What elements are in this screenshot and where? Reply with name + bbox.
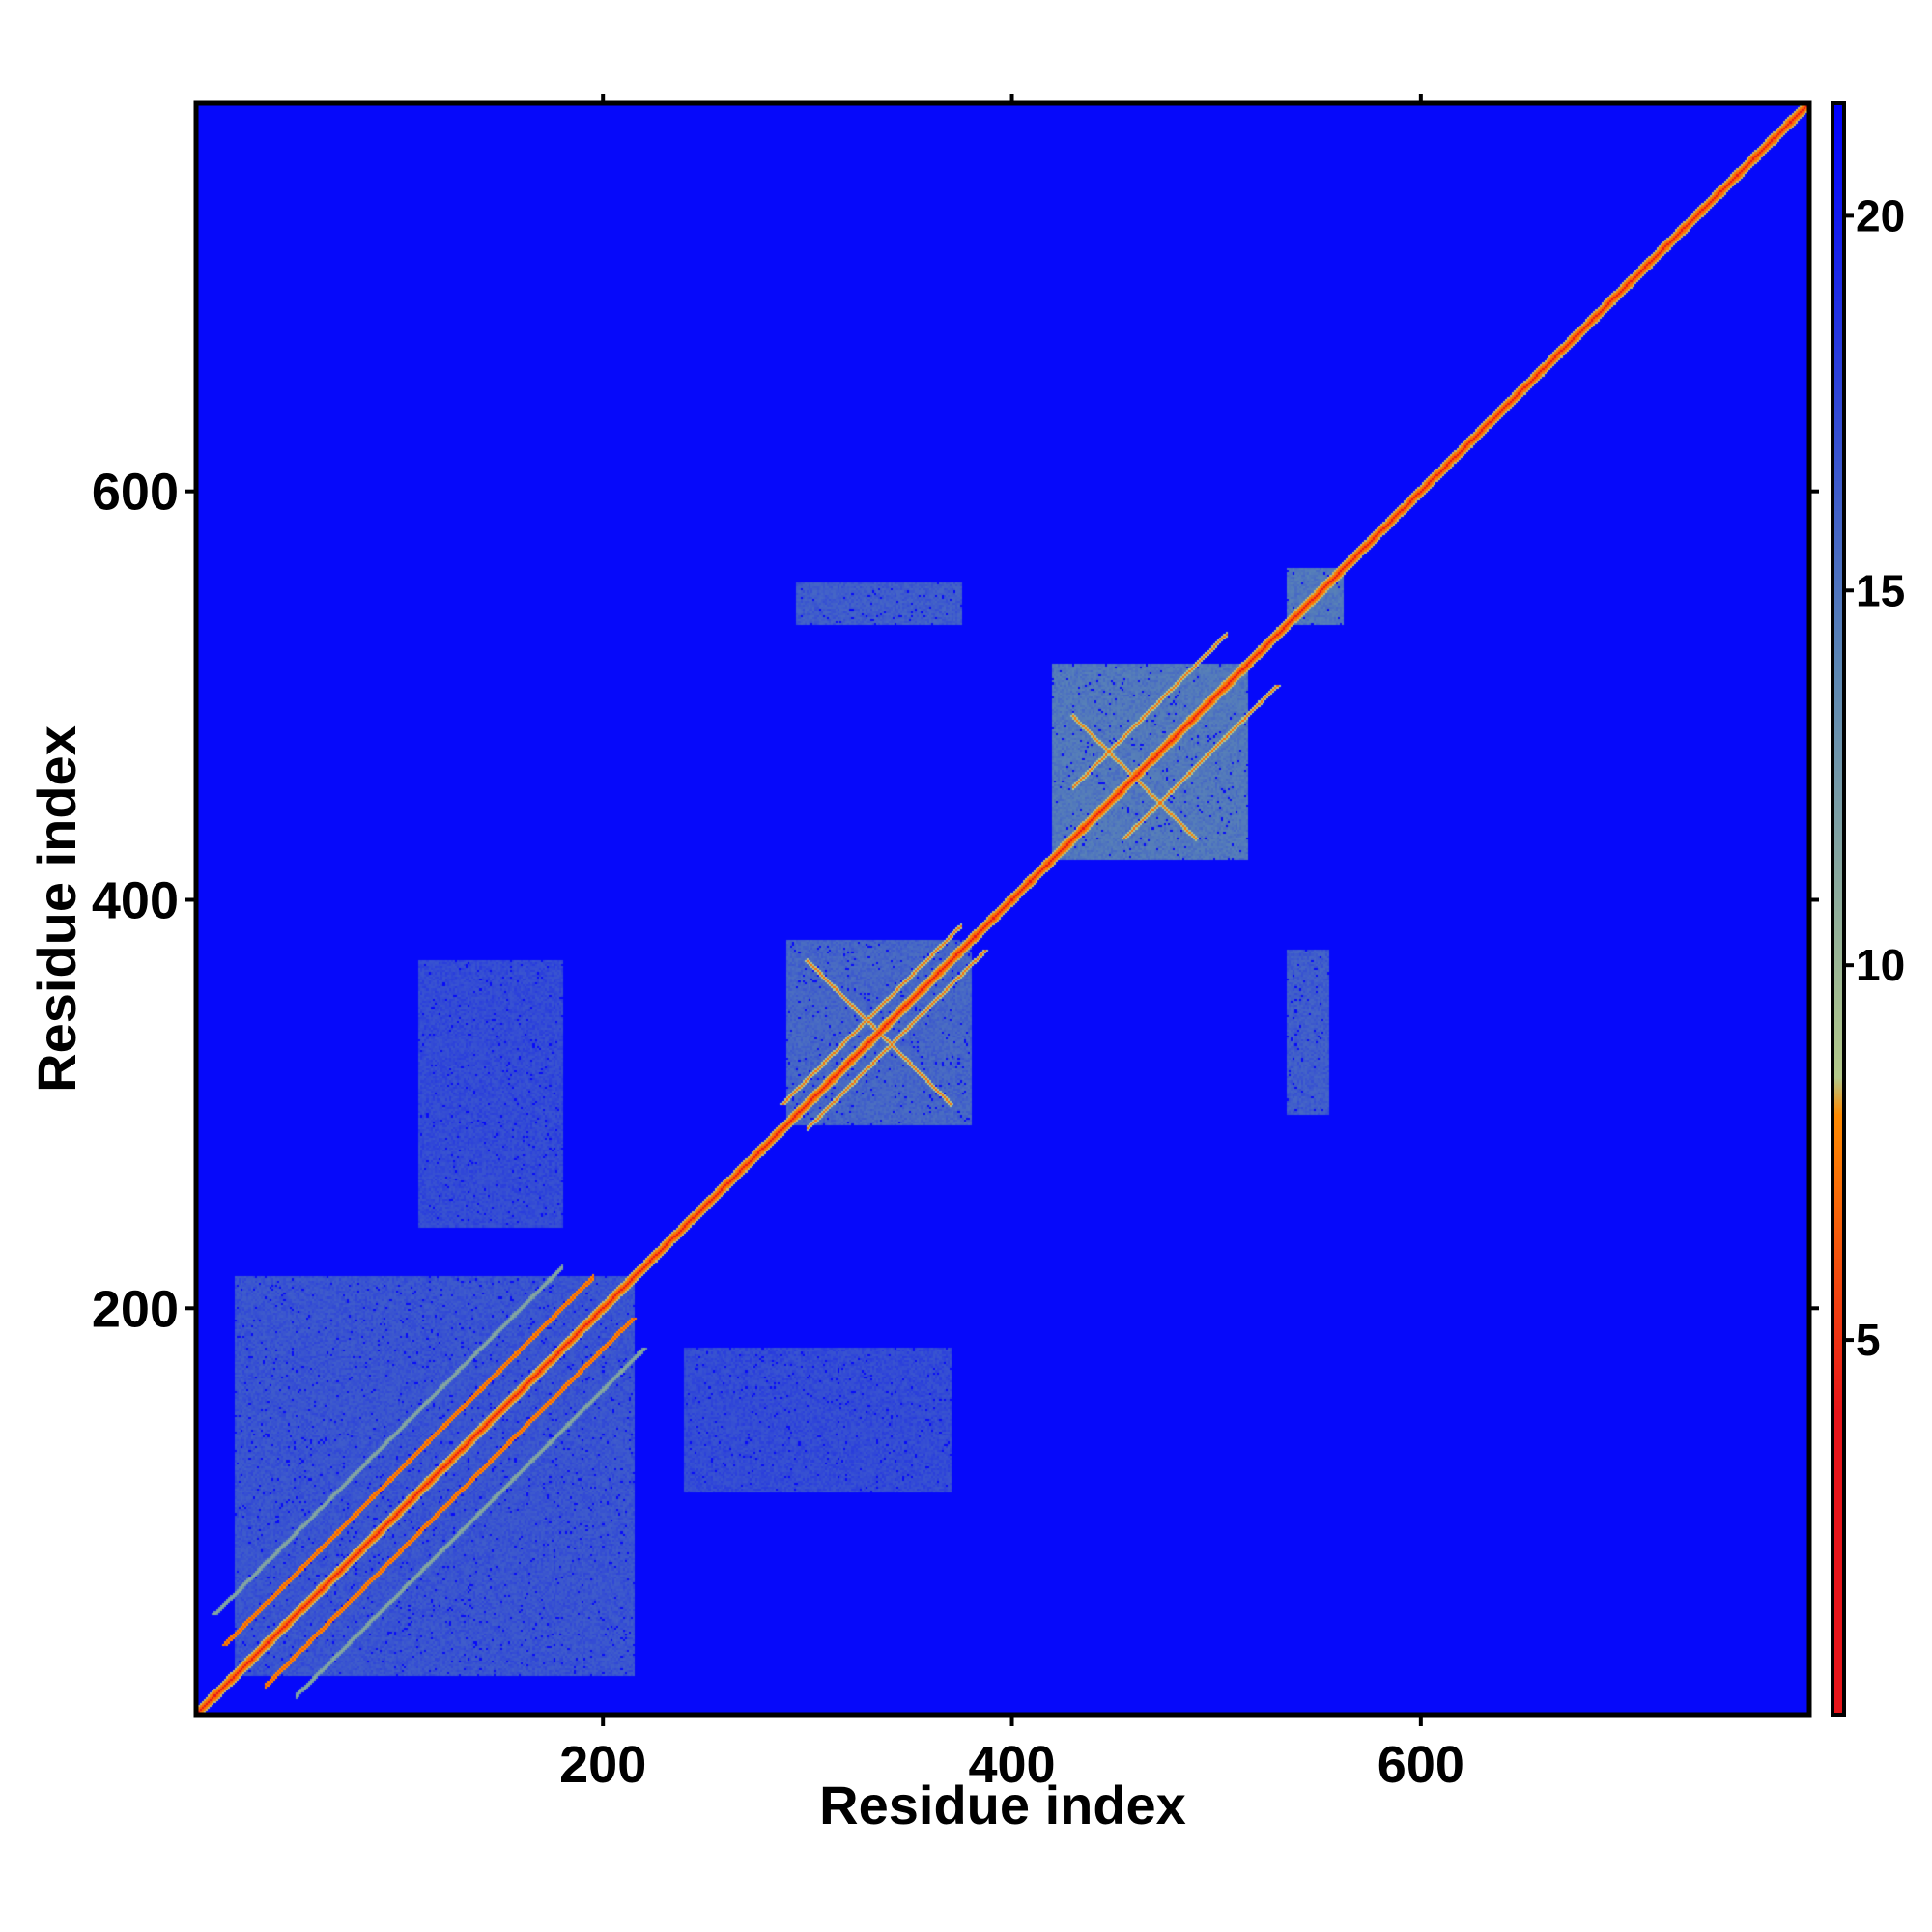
colorbar-gradient	[1833, 103, 1844, 1715]
colorbar-tick-label: 10	[1856, 940, 1905, 990]
colorbar-tick-label: 20	[1856, 190, 1905, 241]
y-axis-title: Residue index	[26, 725, 87, 1093]
y-tick-label: 200	[92, 1280, 179, 1338]
colorbar-frame	[1831, 101, 1846, 1717]
y-axis: 200 400 600	[92, 464, 1819, 1338]
x-tick-label: 200	[559, 1736, 646, 1794]
heatmap-plot	[193, 100, 1812, 1718]
y-tick-label: 400	[92, 871, 179, 929]
plot-frame	[193, 100, 1812, 1718]
y-tick-label: 600	[92, 464, 179, 522]
x-tick-label: 600	[1378, 1736, 1464, 1794]
x-axis: 200 400 600	[559, 94, 1464, 1794]
colorbar-tick-label: 5	[1856, 1315, 1881, 1365]
heatmap-canvas	[196, 103, 1809, 1715]
colorbar-ticks: 5 10 15 20	[1844, 190, 1905, 1365]
x-tick-label: 400	[968, 1736, 1055, 1794]
x-axis-title: Residue index	[819, 1775, 1186, 1835]
colorbar-tick-label: 15	[1856, 565, 1905, 615]
colorbar: 5 10 15 20	[1831, 101, 1905, 1717]
